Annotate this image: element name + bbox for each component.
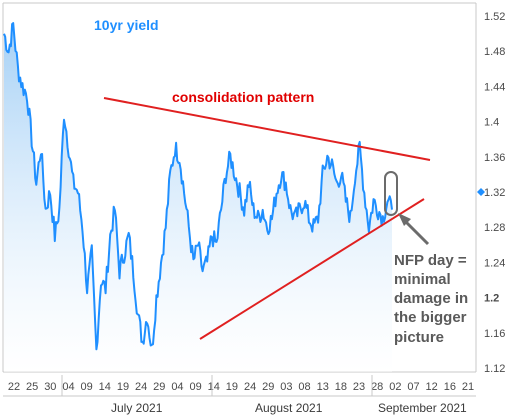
y-tick-label: 1.48 <box>484 46 505 58</box>
x-tick-label: 14 <box>208 381 220 393</box>
nfp-label-line-5: picture <box>394 329 444 346</box>
nfp-highlight <box>384 171 398 216</box>
y-tick-label: 1.12 <box>484 363 505 375</box>
series-line <box>3 22 393 351</box>
x-tick-label: 30 <box>44 381 56 393</box>
x-tick-label: 25 <box>26 381 38 393</box>
y-axis: 1.52 1.48 1.44 1.4 1.36 1.32 1.28 1.24 1.2 1.16 1.… <box>484 11 505 375</box>
x-tick-label: 09 <box>189 381 201 393</box>
x-tick-label: 23 <box>353 381 365 393</box>
y-tick-label: 1.24 <box>484 257 505 269</box>
x-tick-label: 29 <box>262 381 274 393</box>
series-area <box>4 23 392 372</box>
nfp-label-line-2: minimal <box>394 271 451 288</box>
x-tick-label: 24 <box>244 381 256 393</box>
chart-title: 10yr yield <box>94 17 159 33</box>
month-label-july: July 2021 <box>111 401 163 415</box>
x-tick-label: 08 <box>298 381 310 393</box>
nfp-arrow <box>398 213 430 246</box>
month-separators <box>61 375 373 396</box>
y-tick-label: 1.28 <box>484 222 505 234</box>
x-tick-label: 24 <box>135 381 147 393</box>
y-tick-label: 1.4 <box>484 117 499 129</box>
x-tick-label: 09 <box>81 381 93 393</box>
month-label-september: September 2021 <box>378 401 467 415</box>
x-tick-label: 19 <box>117 381 129 393</box>
resistance-trendline <box>103 97 431 161</box>
y-tick-label: 1.2 <box>484 293 499 305</box>
x-tick-label: 29 <box>153 381 165 393</box>
x-tick-label: 28 <box>371 381 383 393</box>
y-tick-label: 1.44 <box>484 81 505 93</box>
x-tick-label: 16 <box>444 381 456 393</box>
x-tick-label: 04 <box>62 381 74 393</box>
month-label-august: August 2021 <box>255 401 323 415</box>
y-tick-label: 1.52 <box>484 11 505 23</box>
current-value-marker <box>477 188 485 196</box>
x-tick-label: 13 <box>317 381 329 393</box>
x-axis: 22 25 30 04 09 14 19 24 29 04 09 14 19 24 29 03 08 13 18 23… <box>8 381 474 393</box>
x-tick-label: 03 <box>280 381 292 393</box>
x-tick-label: 12 <box>426 381 438 393</box>
nfp-label-line-3: damage in <box>394 290 468 307</box>
y-tick-label: 1.36 <box>484 152 505 164</box>
y-tick-label: 1.32 <box>484 187 505 199</box>
x-tick-label: 19 <box>226 381 238 393</box>
nfp-label-line-1: NFP day = <box>394 252 467 269</box>
x-tick-label: 02 <box>389 381 401 393</box>
y-tick-label: 1.16 <box>484 328 505 340</box>
x-tick-label: 21 <box>462 381 474 393</box>
x-tick-label: 07 <box>407 381 419 393</box>
x-tick-label: 18 <box>335 381 347 393</box>
x-tick-label: 22 <box>8 381 20 393</box>
consolidation-pattern-label: consolidation pattern <box>172 89 314 105</box>
nfp-label-line-4: the bigger <box>394 309 467 326</box>
x-tick-label: 14 <box>99 381 111 393</box>
support-trendline <box>199 198 425 340</box>
x-tick-label: 04 <box>171 381 183 393</box>
